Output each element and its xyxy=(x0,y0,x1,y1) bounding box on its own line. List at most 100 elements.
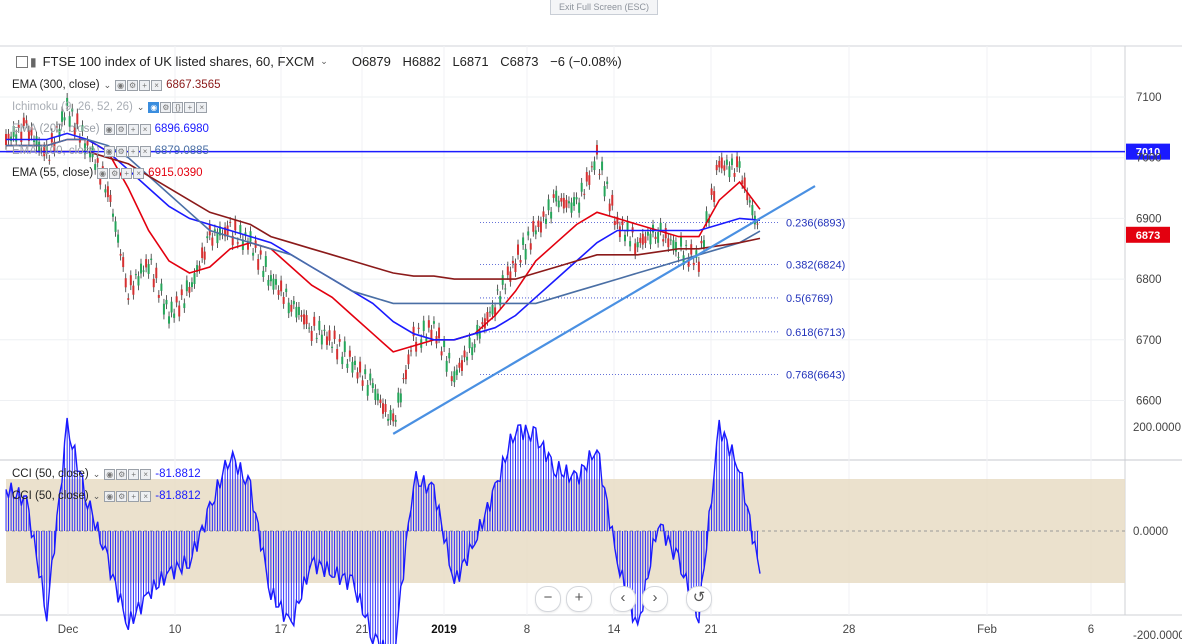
gear-icon[interactable]: ⚙ xyxy=(109,167,121,179)
candle-body xyxy=(593,161,596,171)
indicator-controls[interactable]: ◉ ⚙{} + × xyxy=(148,101,208,113)
plus-icon[interactable]: + xyxy=(139,79,151,91)
candle-body xyxy=(364,369,367,375)
scroll-back-button[interactable]: ‹ xyxy=(610,586,636,612)
legend-ema55[interactable]: EMA (55, close) ◉ ⚙ + × 6915.0390 xyxy=(12,167,203,179)
eye-icon[interactable]: ◉ xyxy=(103,145,115,157)
gear-icon[interactable]: ⚙ xyxy=(115,145,127,157)
candle-body xyxy=(325,336,328,345)
candle-body xyxy=(382,403,384,414)
candle-body xyxy=(751,205,754,216)
close-icon[interactable]: × xyxy=(139,145,151,157)
close-icon[interactable]: × xyxy=(133,167,145,179)
plus-icon[interactable]: + xyxy=(184,101,196,113)
close-icon[interactable]: × xyxy=(151,79,163,91)
symbol-title[interactable]: FTSE 100 index of UK listed shares, 60, … xyxy=(42,54,315,69)
eye-icon[interactable]: ◉ xyxy=(104,468,116,480)
candle-body xyxy=(532,220,535,232)
scroll-forward-button[interactable]: › xyxy=(642,586,668,612)
candle-body xyxy=(697,261,700,272)
eye-icon[interactable]: ◉ xyxy=(103,123,115,135)
time-tick-label: 6 xyxy=(1088,624,1094,636)
candle-body xyxy=(445,360,448,372)
indicator-controls[interactable]: ◉ ⚙ + × xyxy=(97,167,145,179)
candle-body xyxy=(277,290,280,295)
close-icon[interactable]: × xyxy=(139,123,151,135)
candle-body xyxy=(623,234,626,242)
candle-body xyxy=(106,186,109,198)
chevron-down-icon[interactable]: ⌄ xyxy=(320,56,328,66)
gear-icon[interactable]: ⚙ xyxy=(116,490,128,502)
candle-body xyxy=(514,263,517,273)
chevron-down-icon[interactable]: ⌄ xyxy=(92,468,101,479)
indicator-controls[interactable]: ◉ ⚙ + × xyxy=(104,468,152,480)
candle-body xyxy=(458,362,461,368)
zoom-out-button[interactable]: − xyxy=(535,586,561,612)
ema100-label: EMA (100, close) xyxy=(12,145,100,157)
candle-body xyxy=(695,250,698,258)
indicator-controls[interactable]: ◉ ⚙ + × xyxy=(104,490,152,502)
gear-icon[interactable]: ⚙ xyxy=(115,123,127,135)
plus-icon[interactable]: + xyxy=(121,167,133,179)
eye-icon[interactable]: ◉ xyxy=(148,101,160,113)
chevron-down-icon[interactable]: ⌄ xyxy=(92,490,101,501)
gear-icon[interactable]: ⚙ xyxy=(160,101,172,113)
code-icon[interactable]: {} xyxy=(172,101,184,113)
fib-label: 0.5(6769) xyxy=(786,293,833,305)
candle-body xyxy=(22,117,25,126)
candle-body xyxy=(198,265,201,269)
close-icon[interactable]: × xyxy=(140,490,152,502)
candle-body xyxy=(501,275,504,285)
legend-ema300[interactable]: EMA (300, close) ⌄ ◉ ⚙ + × 6867.3565 xyxy=(12,79,221,91)
candle-body xyxy=(282,296,285,304)
candle-body xyxy=(504,288,507,290)
indicator-controls[interactable]: ◉ ⚙ + × xyxy=(103,145,151,157)
legend-ema100[interactable]: EMA (100, close) ◉ ⚙ + × 6879.0885 xyxy=(12,145,209,157)
zoom-in-button[interactable]: + xyxy=(566,586,592,612)
indicator-controls[interactable]: ◉ ⚙ + × xyxy=(115,79,163,91)
candle-body xyxy=(687,258,690,267)
candle-body xyxy=(83,143,86,155)
eye-icon[interactable]: ◉ xyxy=(115,79,127,91)
gear-icon[interactable]: ⚙ xyxy=(116,468,128,480)
candle-body xyxy=(129,275,132,286)
low-value: L6871 xyxy=(452,54,489,69)
chevron-down-icon[interactable]: ⌄ xyxy=(136,101,145,112)
time-axis: Dec 10 17 21 2019 8 14 21 28 Feb 6 xyxy=(58,624,1094,636)
candle-body xyxy=(555,190,558,202)
candle-body xyxy=(356,372,359,379)
eye-icon[interactable]: ◉ xyxy=(104,490,116,502)
candle-body xyxy=(305,315,308,325)
legend-ema200[interactable]: EMA (200, close) ◉ ⚙ + × 6896.6980 xyxy=(12,123,209,135)
eye-icon[interactable]: ◉ xyxy=(97,167,109,179)
plus-icon[interactable]: + xyxy=(127,123,139,135)
close-icon[interactable]: × xyxy=(196,101,208,113)
plus-icon[interactable]: + xyxy=(128,468,140,480)
close-icon[interactable]: × xyxy=(140,468,152,480)
reset-chart-button[interactable]: ↺ xyxy=(686,586,712,612)
candle-body xyxy=(20,131,23,143)
chevron-down-icon[interactable]: ⌄ xyxy=(103,79,112,90)
collapse-legend-icon[interactable] xyxy=(16,56,28,68)
candle-body xyxy=(471,347,474,356)
gear-icon[interactable]: ⚙ xyxy=(127,79,139,91)
exit-fullscreen-button[interactable]: Exit Full Screen (ESC) xyxy=(550,0,658,15)
candle-body xyxy=(402,378,405,380)
candle-body xyxy=(412,326,415,337)
candle-body xyxy=(300,314,303,317)
candle-body xyxy=(201,247,204,259)
candle-body xyxy=(196,265,199,273)
candle-body xyxy=(700,240,703,244)
indicator-controls[interactable]: ◉ ⚙ + × xyxy=(103,123,151,135)
ema300-value: 6867.3565 xyxy=(166,79,221,91)
last-price-badge-label: 6873 xyxy=(1136,230,1160,242)
legend-cci-2[interactable]: CCI (50, close) ⌄ ◉ ⚙ + × -81.8812 xyxy=(12,490,201,502)
candle-body xyxy=(58,128,61,138)
plus-icon[interactable]: + xyxy=(128,490,140,502)
legend-cci-1[interactable]: CCI (50, close) ⌄ ◉ ⚙ + × -81.8812 xyxy=(12,468,201,480)
plus-icon[interactable]: + xyxy=(127,145,139,157)
candle-body xyxy=(63,117,66,121)
legend-ichimoku[interactable]: Ichimoku (9, 26, 52, 26) ⌄ ◉ ⚙{} + × xyxy=(12,101,208,113)
candle-body xyxy=(94,164,97,170)
